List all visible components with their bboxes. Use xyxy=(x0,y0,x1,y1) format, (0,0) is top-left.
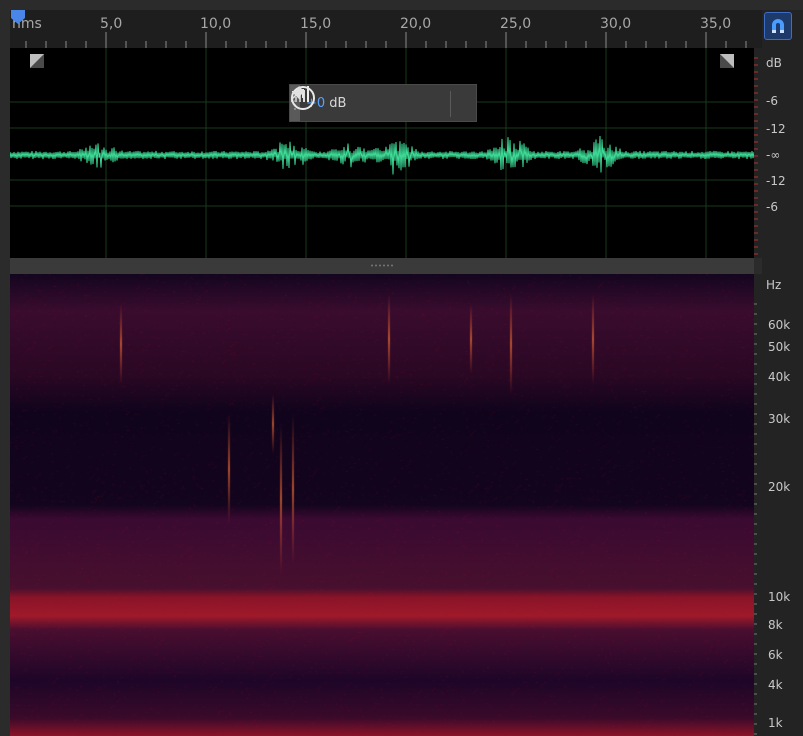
time-tick-label: 25,0 xyxy=(500,16,532,32)
hz-label: 40k xyxy=(768,370,791,384)
db-unit-label: dB xyxy=(766,56,782,70)
hz-label: 50k xyxy=(768,340,791,354)
timeline-ruler[interactable]: hms 5,0 10,0 15,0 20,0 25,0 30,0 35,0 xyxy=(10,10,762,49)
hz-scale[interactable]: Hz 60k 50k 40k 30k 20k 10k 8k 6k 4k 1k xyxy=(754,274,803,736)
ruler-ticks xyxy=(25,32,747,48)
gain-hud[interactable]: +0 dB xyxy=(289,84,477,122)
hz-label: 8k xyxy=(768,618,783,632)
db-label: -12 xyxy=(766,174,786,188)
playhead-marker-icon[interactable] xyxy=(10,10,26,24)
db-label: -6 xyxy=(766,94,778,108)
db-scale[interactable]: dB -6 -12 -∞ -12 -6 xyxy=(754,48,803,258)
hz-label: 6k xyxy=(768,648,783,662)
fade-out-handle-icon[interactable] xyxy=(720,54,734,68)
hz-label: 60k xyxy=(768,318,791,332)
db-label: -12 xyxy=(766,122,786,136)
panel-splitter[interactable] xyxy=(10,258,754,274)
waveform-display xyxy=(10,48,754,258)
time-tick-label: 5,0 xyxy=(100,16,123,32)
hz-unit-label: Hz xyxy=(766,278,782,292)
spectral-frequency-display[interactable] xyxy=(10,274,754,736)
hz-label: 1k xyxy=(768,716,783,730)
splitter-grip-icon[interactable] xyxy=(370,264,396,267)
gain-unit: dB xyxy=(325,95,347,111)
magnet-icon xyxy=(772,19,784,33)
waveform-panel[interactable]: +0 dB xyxy=(10,48,754,258)
waveform-trace xyxy=(10,135,754,175)
db-label: -6 xyxy=(766,200,778,214)
snap-toggle-button[interactable] xyxy=(764,12,792,40)
fade-in-handle-icon[interactable] xyxy=(30,54,44,68)
time-tick-label: 10,0 xyxy=(200,16,232,32)
hz-label: 30k xyxy=(768,412,791,426)
hud-separator xyxy=(450,91,451,117)
time-tick-label: 20,0 xyxy=(400,16,432,32)
hz-label: 4k xyxy=(768,678,783,692)
hz-scale-ticks xyxy=(754,303,757,735)
hz-label: 10k xyxy=(768,590,791,604)
spectrogram-canvas xyxy=(10,274,754,736)
db-scale-ticks xyxy=(754,57,758,255)
db-label: -∞ xyxy=(766,148,781,162)
pin-icon[interactable] xyxy=(290,85,306,101)
hz-label: 20k xyxy=(768,480,791,494)
time-tick-label: 35,0 xyxy=(700,16,732,32)
time-tick-label: 15,0 xyxy=(300,16,332,32)
time-tick-label: 30,0 xyxy=(600,16,632,32)
